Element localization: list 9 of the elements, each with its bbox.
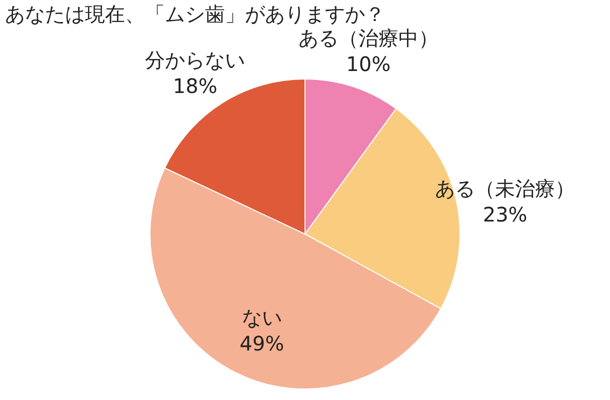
chart-title: あなたは現在、「ムシ歯」がありますか？: [5, 2, 385, 26]
slice-label: ある（治療中）: [298, 26, 438, 50]
slice-label: 分からない: [145, 48, 246, 72]
data-label: 10%: [346, 52, 391, 76]
slice-label: ない: [242, 306, 282, 330]
data-label: 23%: [482, 202, 528, 226]
data-label: 49%: [240, 332, 284, 356]
slice-label: ある（未治療）: [435, 176, 576, 200]
data-label: 18%: [172, 74, 218, 98]
